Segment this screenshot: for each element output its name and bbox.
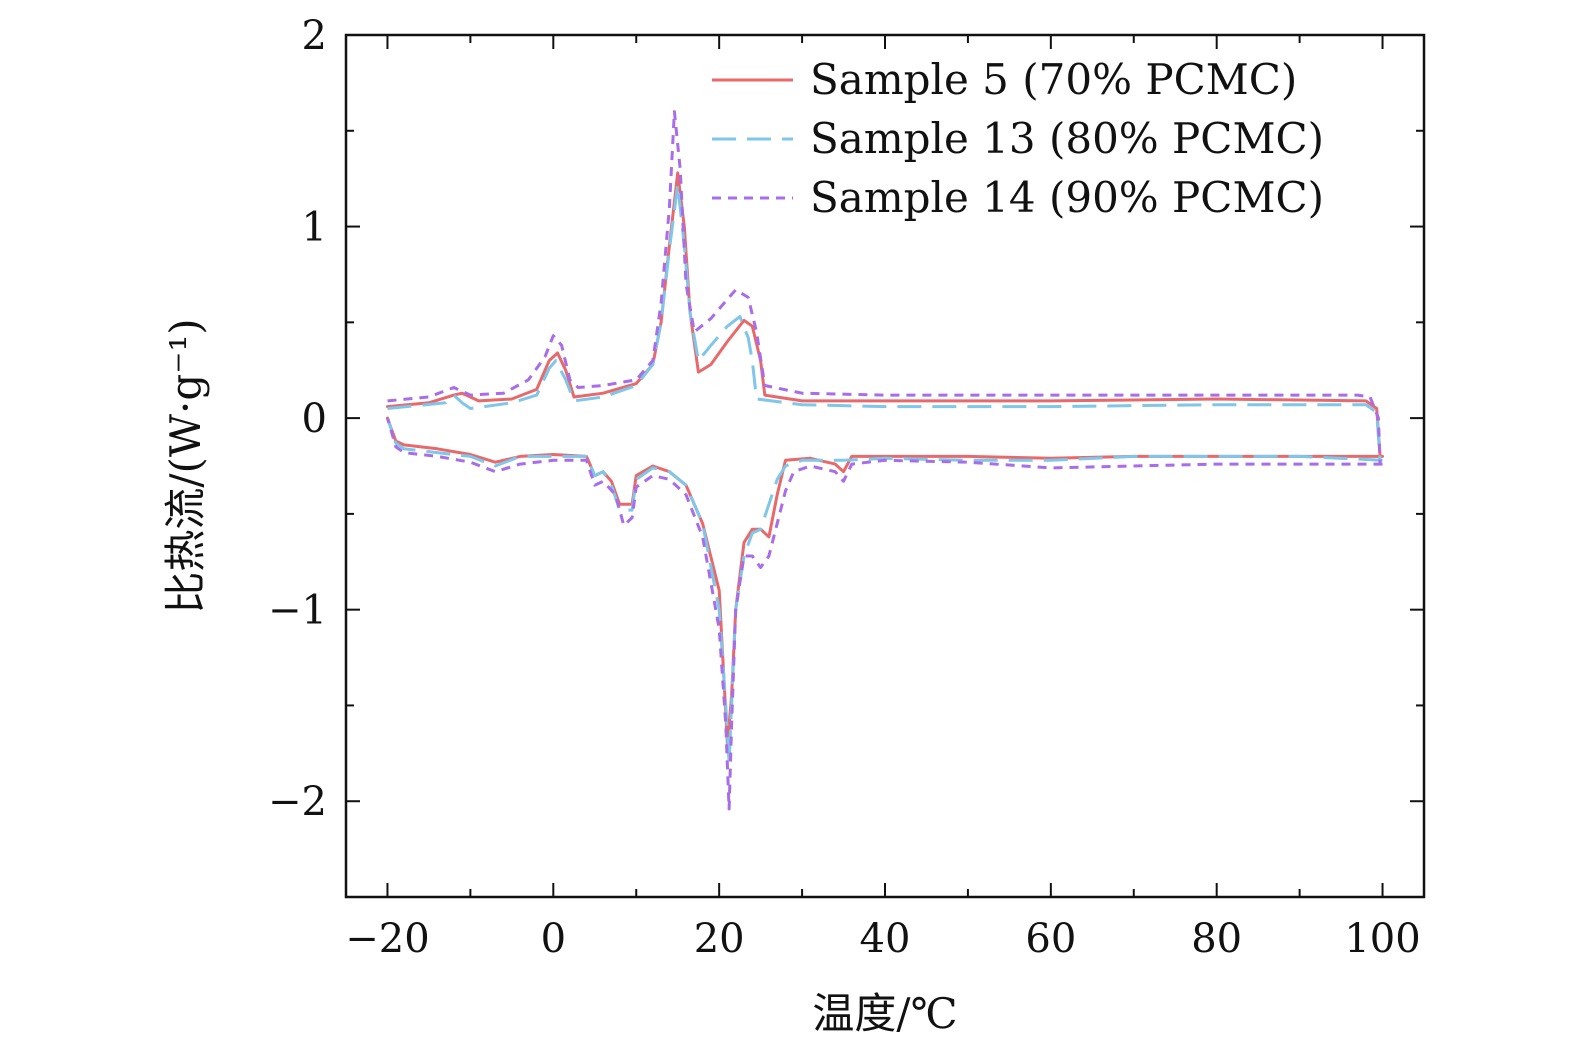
legend-label-2: Sample 14 (90% PCMC)	[810, 173, 1324, 222]
x-tick-label: 60	[1025, 916, 1076, 962]
series-line-2-cooling	[386, 417, 1383, 811]
x-axis-title: 温度/℃	[812, 989, 957, 1038]
y-tick-label: 0	[302, 396, 327, 442]
y-tick-label: −2	[268, 779, 327, 825]
tick-labels: −20 0 20 40 60 80 100 −2 −1 0 1 2	[268, 13, 1421, 962]
x-tick-label: 40	[860, 916, 911, 962]
axis-ticks	[346, 34, 1424, 898]
series-lines	[386, 110, 1384, 811]
y-tick-label: 2	[302, 13, 327, 59]
legend-label-0: Sample 5 (70% PCMC)	[810, 55, 1297, 104]
x-tick-label: 20	[694, 916, 745, 962]
x-tick-label: 0	[541, 916, 566, 962]
x-tick-label: 80	[1191, 916, 1242, 962]
legend-label-1: Sample 13 (80% PCMC)	[810, 114, 1324, 163]
x-tick-label: −20	[345, 916, 429, 962]
y-axis-title: 比热流/(W·g⁻¹)	[161, 318, 210, 613]
y-tick-label: −1	[268, 588, 327, 634]
series-line-1-cooling	[386, 417, 1383, 765]
legend: Sample 5 (70% PCMC) Sample 13 (80% PCMC)…	[712, 55, 1324, 222]
plot-area-frame	[344, 33, 1426, 899]
y-tick-label: 1	[302, 205, 327, 251]
series-line-0-cooling	[386, 416, 1384, 746]
series-line-1-heating	[387, 182, 1382, 461]
x-tick-label: 100	[1344, 916, 1420, 962]
series-line-2-heating	[387, 110, 1382, 465]
